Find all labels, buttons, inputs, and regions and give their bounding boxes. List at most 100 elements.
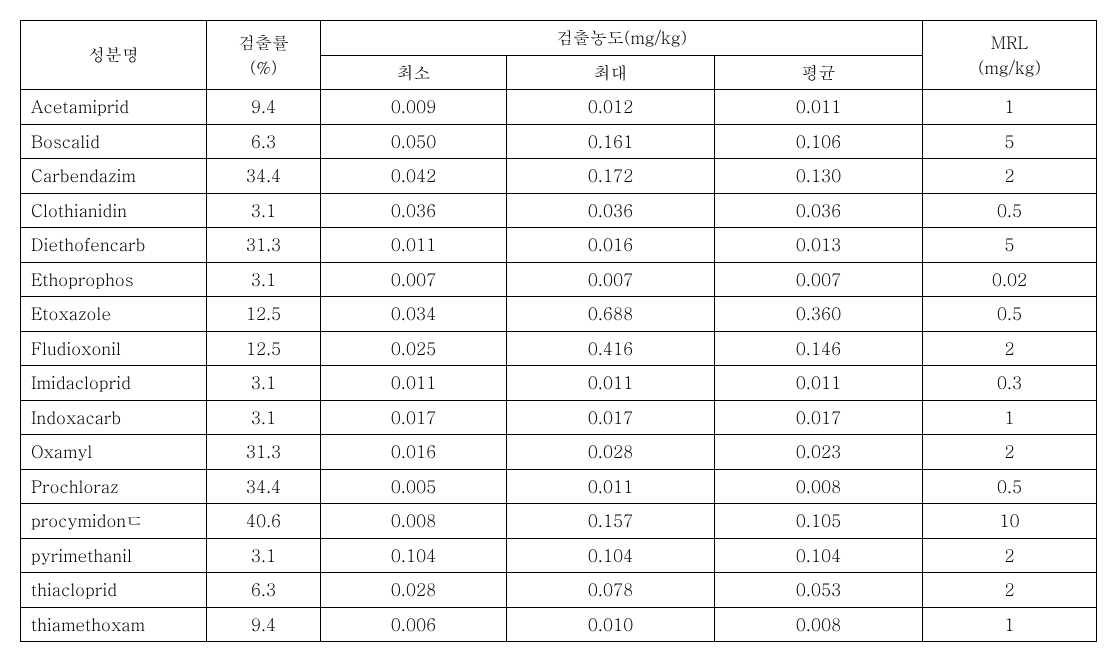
cell-component-name: thiamethoxam [21, 607, 207, 642]
table-row: thiamethoxam9.40.0060.0100.0081 [21, 607, 1097, 642]
cell-component-name: Clothianidin [21, 193, 207, 228]
cell-detection-rate: 34.4 [207, 469, 321, 504]
cell-component-name: Imidacloprid [21, 366, 207, 401]
cell-mrl: 0.5 [923, 193, 1097, 228]
cell-mrl: 0.5 [923, 297, 1097, 332]
cell-component-name: Ethoprophos [21, 262, 207, 297]
cell-avg: 0.104 [715, 538, 923, 573]
cell-mrl: 0.02 [923, 262, 1097, 297]
cell-min: 0.042 [321, 159, 507, 194]
cell-mrl: 5 [923, 124, 1097, 159]
cell-avg: 0.053 [715, 573, 923, 608]
header-max: 최대 [507, 55, 715, 90]
cell-max: 0.028 [507, 435, 715, 470]
cell-detection-rate: 3.1 [207, 262, 321, 297]
cell-mrl: 2 [923, 435, 1097, 470]
cell-min: 0.104 [321, 538, 507, 573]
cell-max: 0.416 [507, 331, 715, 366]
cell-detection-rate: 3.1 [207, 366, 321, 401]
cell-min: 0.036 [321, 193, 507, 228]
cell-max: 0.078 [507, 573, 715, 608]
cell-mrl: 1 [923, 90, 1097, 125]
cell-max: 0.036 [507, 193, 715, 228]
cell-component-name: Oxamyl [21, 435, 207, 470]
header-component: 성분명 [21, 21, 207, 90]
table-row: Oxamyl31.30.0160.0280.0232 [21, 435, 1097, 470]
cell-mrl: 2 [923, 159, 1097, 194]
cell-max: 0.011 [507, 469, 715, 504]
cell-avg: 0.013 [715, 228, 923, 263]
cell-mrl: 1 [923, 607, 1097, 642]
header-mrl: MRL(mg/kg) [923, 21, 1097, 90]
cell-detection-rate: 40.6 [207, 504, 321, 539]
cell-avg: 0.036 [715, 193, 923, 228]
header-concentration: 검출농도(mg/kg) [321, 21, 923, 56]
table-row: pyrimethanil3.10.1040.1040.1042 [21, 538, 1097, 573]
cell-min: 0.011 [321, 228, 507, 263]
cell-max: 0.010 [507, 607, 715, 642]
cell-detection-rate: 3.1 [207, 400, 321, 435]
cell-min: 0.028 [321, 573, 507, 608]
cell-detection-rate: 12.5 [207, 297, 321, 332]
table-row: Diethofencarb31.30.0110.0160.0135 [21, 228, 1097, 263]
cell-mrl: 0.3 [923, 366, 1097, 401]
cell-avg: 0.008 [715, 469, 923, 504]
pesticide-table: 성분명 검출률(%) 검출농도(mg/kg) MRL(mg/kg) 최소 최대 … [20, 20, 1097, 642]
cell-avg: 0.105 [715, 504, 923, 539]
cell-max: 0.172 [507, 159, 715, 194]
cell-detection-rate: 6.3 [207, 124, 321, 159]
table-row: Imidacloprid3.10.0110.0110.0110.3 [21, 366, 1097, 401]
cell-mrl: 5 [923, 228, 1097, 263]
cell-max: 0.017 [507, 400, 715, 435]
table-body: Acetamiprid9.40.0090.0120.0111Boscalid6.… [21, 90, 1097, 642]
cell-max: 0.012 [507, 90, 715, 125]
cell-component-name: procymidonㄷ [21, 504, 207, 539]
cell-min: 0.016 [321, 435, 507, 470]
cell-detection-rate: 6.3 [207, 573, 321, 608]
cell-min: 0.006 [321, 607, 507, 642]
cell-detection-rate: 3.1 [207, 538, 321, 573]
cell-component-name: Fludioxonil [21, 331, 207, 366]
cell-detection-rate: 34.4 [207, 159, 321, 194]
cell-mrl: 1 [923, 400, 1097, 435]
cell-max: 0.011 [507, 366, 715, 401]
cell-max: 0.016 [507, 228, 715, 263]
cell-avg: 0.017 [715, 400, 923, 435]
table-row: Etoxazole12.50.0340.6880.3600.5 [21, 297, 1097, 332]
table-header: 성분명 검출률(%) 검출농도(mg/kg) MRL(mg/kg) 최소 최대 … [21, 21, 1097, 90]
cell-mrl: 2 [923, 331, 1097, 366]
cell-detection-rate: 31.3 [207, 435, 321, 470]
cell-component-name: Carbendazim [21, 159, 207, 194]
cell-max: 0.007 [507, 262, 715, 297]
cell-mrl: 2 [923, 538, 1097, 573]
table-row: Acetamiprid9.40.0090.0120.0111 [21, 90, 1097, 125]
cell-max: 0.161 [507, 124, 715, 159]
cell-detection-rate: 9.4 [207, 607, 321, 642]
table-row: Prochloraz34.40.0050.0110.0080.5 [21, 469, 1097, 504]
table-row: thiacloprid6.30.0280.0780.0532 [21, 573, 1097, 608]
cell-avg: 0.023 [715, 435, 923, 470]
cell-max: 0.157 [507, 504, 715, 539]
cell-avg: 0.130 [715, 159, 923, 194]
cell-min: 0.017 [321, 400, 507, 435]
cell-component-name: Boscalid [21, 124, 207, 159]
cell-detection-rate: 9.4 [207, 90, 321, 125]
cell-avg: 0.360 [715, 297, 923, 332]
cell-min: 0.011 [321, 366, 507, 401]
cell-min: 0.034 [321, 297, 507, 332]
cell-detection-rate: 31.3 [207, 228, 321, 263]
cell-avg: 0.007 [715, 262, 923, 297]
cell-avg: 0.008 [715, 607, 923, 642]
table-row: Fludioxonil12.50.0250.4160.1462 [21, 331, 1097, 366]
header-avg: 평균 [715, 55, 923, 90]
table-row: Ethoprophos3.10.0070.0070.0070.02 [21, 262, 1097, 297]
cell-mrl: 10 [923, 504, 1097, 539]
cell-min: 0.008 [321, 504, 507, 539]
cell-component-name: Indoxacarb [21, 400, 207, 435]
cell-mrl: 2 [923, 573, 1097, 608]
cell-min: 0.050 [321, 124, 507, 159]
cell-min: 0.005 [321, 469, 507, 504]
cell-mrl: 0.5 [923, 469, 1097, 504]
table-row: Indoxacarb3.10.0170.0170.0171 [21, 400, 1097, 435]
cell-component-name: pyrimethanil [21, 538, 207, 573]
